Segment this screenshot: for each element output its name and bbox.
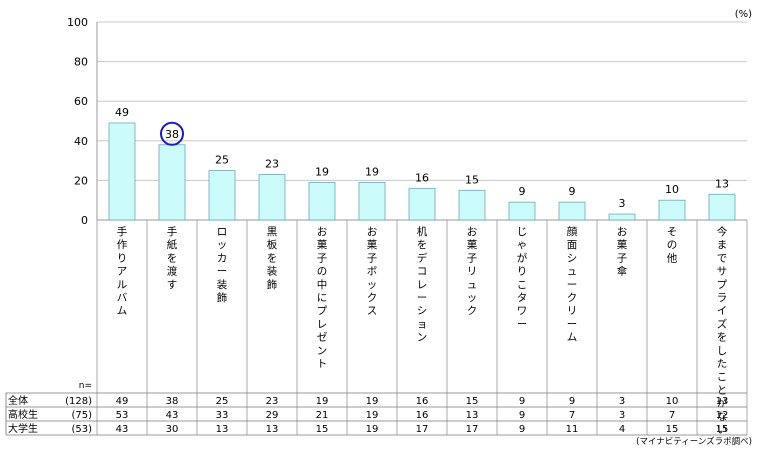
table-cell: 3 bbox=[619, 396, 625, 407]
bar-value-label: 25 bbox=[215, 154, 229, 167]
table-cell: 15 bbox=[716, 424, 729, 435]
bar-value-label: 10 bbox=[665, 183, 679, 196]
table-cell: 19 bbox=[316, 396, 329, 407]
y-tick-label: 40 bbox=[74, 135, 88, 148]
table-cell: 19 bbox=[366, 424, 379, 435]
bar bbox=[458, 189, 486, 221]
bar-value-label: 38 bbox=[165, 128, 179, 141]
bar-value-label: 3 bbox=[619, 197, 626, 210]
bar-value-label: 19 bbox=[365, 165, 379, 178]
unit-label: (%) bbox=[735, 9, 752, 20]
table-cell: 43 bbox=[166, 410, 179, 421]
category-label: 今までサプライズをしたことがない bbox=[717, 225, 728, 436]
category-label: 手紙を渡す bbox=[167, 225, 178, 291]
table-cell: 53 bbox=[116, 410, 129, 421]
table-row-name: 高校生 bbox=[8, 408, 38, 421]
y-tick-label: 0 bbox=[81, 214, 88, 227]
category-label: 机をデコレーション bbox=[417, 225, 428, 344]
y-tick-label: 20 bbox=[74, 174, 88, 187]
table-cell: 43 bbox=[116, 424, 129, 435]
table-cell: 15 bbox=[466, 396, 479, 407]
table-cell: 13 bbox=[466, 410, 479, 421]
bar bbox=[708, 193, 736, 221]
table-cell: 30 bbox=[166, 424, 179, 435]
table-cell: 16 bbox=[416, 396, 429, 407]
table-cell: 38 bbox=[166, 396, 179, 407]
bar-value-label: 23 bbox=[265, 157, 279, 170]
table-row-n: (53) bbox=[71, 424, 92, 435]
bar bbox=[558, 201, 586, 221]
category-label: お菓子の中にプレゼント bbox=[317, 226, 328, 370]
table-row-n: (128) bbox=[65, 396, 92, 407]
table-cell: 13 bbox=[266, 424, 279, 435]
table-cell: 13 bbox=[216, 424, 229, 435]
bar-value-label: 9 bbox=[569, 185, 576, 198]
category-label: ロッカー装飾 bbox=[217, 226, 228, 304]
table-cell: 3 bbox=[619, 410, 625, 421]
table-cell: 9 bbox=[569, 396, 575, 407]
bar bbox=[508, 201, 536, 221]
category-label: 顔面シュークリーム bbox=[567, 225, 578, 344]
table-cell: 10 bbox=[666, 396, 679, 407]
bar bbox=[208, 170, 236, 221]
table-cell: 33 bbox=[216, 410, 229, 421]
category-label: 黒板を装飾 bbox=[267, 226, 278, 291]
table-cell: 4 bbox=[619, 424, 625, 435]
bar bbox=[108, 122, 136, 221]
bar bbox=[408, 187, 436, 221]
bar bbox=[658, 199, 686, 221]
bar bbox=[608, 213, 636, 221]
y-tick-label: 80 bbox=[74, 56, 88, 69]
bar-value-label: 15 bbox=[465, 173, 479, 186]
table-row-name: 全体 bbox=[8, 394, 28, 407]
table-cell: 21 bbox=[316, 410, 329, 421]
table-cell: 17 bbox=[416, 424, 429, 435]
table-cell: 7 bbox=[669, 410, 675, 421]
y-tick-label: 100 bbox=[67, 16, 88, 29]
bar-value-label: 9 bbox=[519, 185, 526, 198]
bar bbox=[358, 181, 386, 221]
bar-value-label: 13 bbox=[715, 177, 729, 190]
table-row-n: (75) bbox=[71, 410, 92, 421]
category-label: 手作りアルバム bbox=[117, 225, 128, 317]
category-label: お菓子傘 bbox=[617, 226, 628, 278]
table-cell: 29 bbox=[266, 410, 279, 421]
table-cell: 25 bbox=[216, 396, 229, 407]
table-cell: 23 bbox=[266, 396, 279, 407]
bar-value-label: 16 bbox=[415, 171, 429, 184]
table-cell: 7 bbox=[569, 410, 575, 421]
table-cell: 19 bbox=[366, 410, 379, 421]
table-cell: 12 bbox=[716, 410, 729, 421]
table-cell: 11 bbox=[566, 424, 579, 435]
table-cell: 19 bbox=[366, 396, 379, 407]
table-cell: 9 bbox=[519, 396, 525, 407]
table-cell: 16 bbox=[416, 410, 429, 421]
source-note: (マイナビティーンズラボ調べ) bbox=[636, 436, 752, 447]
category-label: その他 bbox=[667, 226, 678, 264]
table-row-name: 大学生 bbox=[8, 422, 38, 435]
bar-value-label: 49 bbox=[115, 106, 129, 119]
table-cell: 17 bbox=[466, 424, 479, 435]
category-label: お菓子リュック bbox=[467, 226, 478, 317]
table-cell: 9 bbox=[519, 424, 525, 435]
bar bbox=[258, 174, 286, 221]
category-label: じゃがりこタワー bbox=[517, 226, 528, 330]
table-cell: 15 bbox=[316, 424, 329, 435]
bar-value-label: 19 bbox=[315, 165, 329, 178]
table-cell: 13 bbox=[716, 396, 729, 407]
bar bbox=[308, 181, 336, 221]
n-label: n= bbox=[79, 381, 92, 391]
table-cell: 15 bbox=[666, 424, 679, 435]
table-cell: 9 bbox=[519, 410, 525, 421]
y-tick-label: 60 bbox=[74, 95, 88, 108]
bar bbox=[158, 144, 186, 221]
highlight-circle bbox=[160, 121, 184, 146]
category-label: お菓子ボックス bbox=[367, 226, 378, 317]
table-cell: 49 bbox=[116, 396, 129, 407]
